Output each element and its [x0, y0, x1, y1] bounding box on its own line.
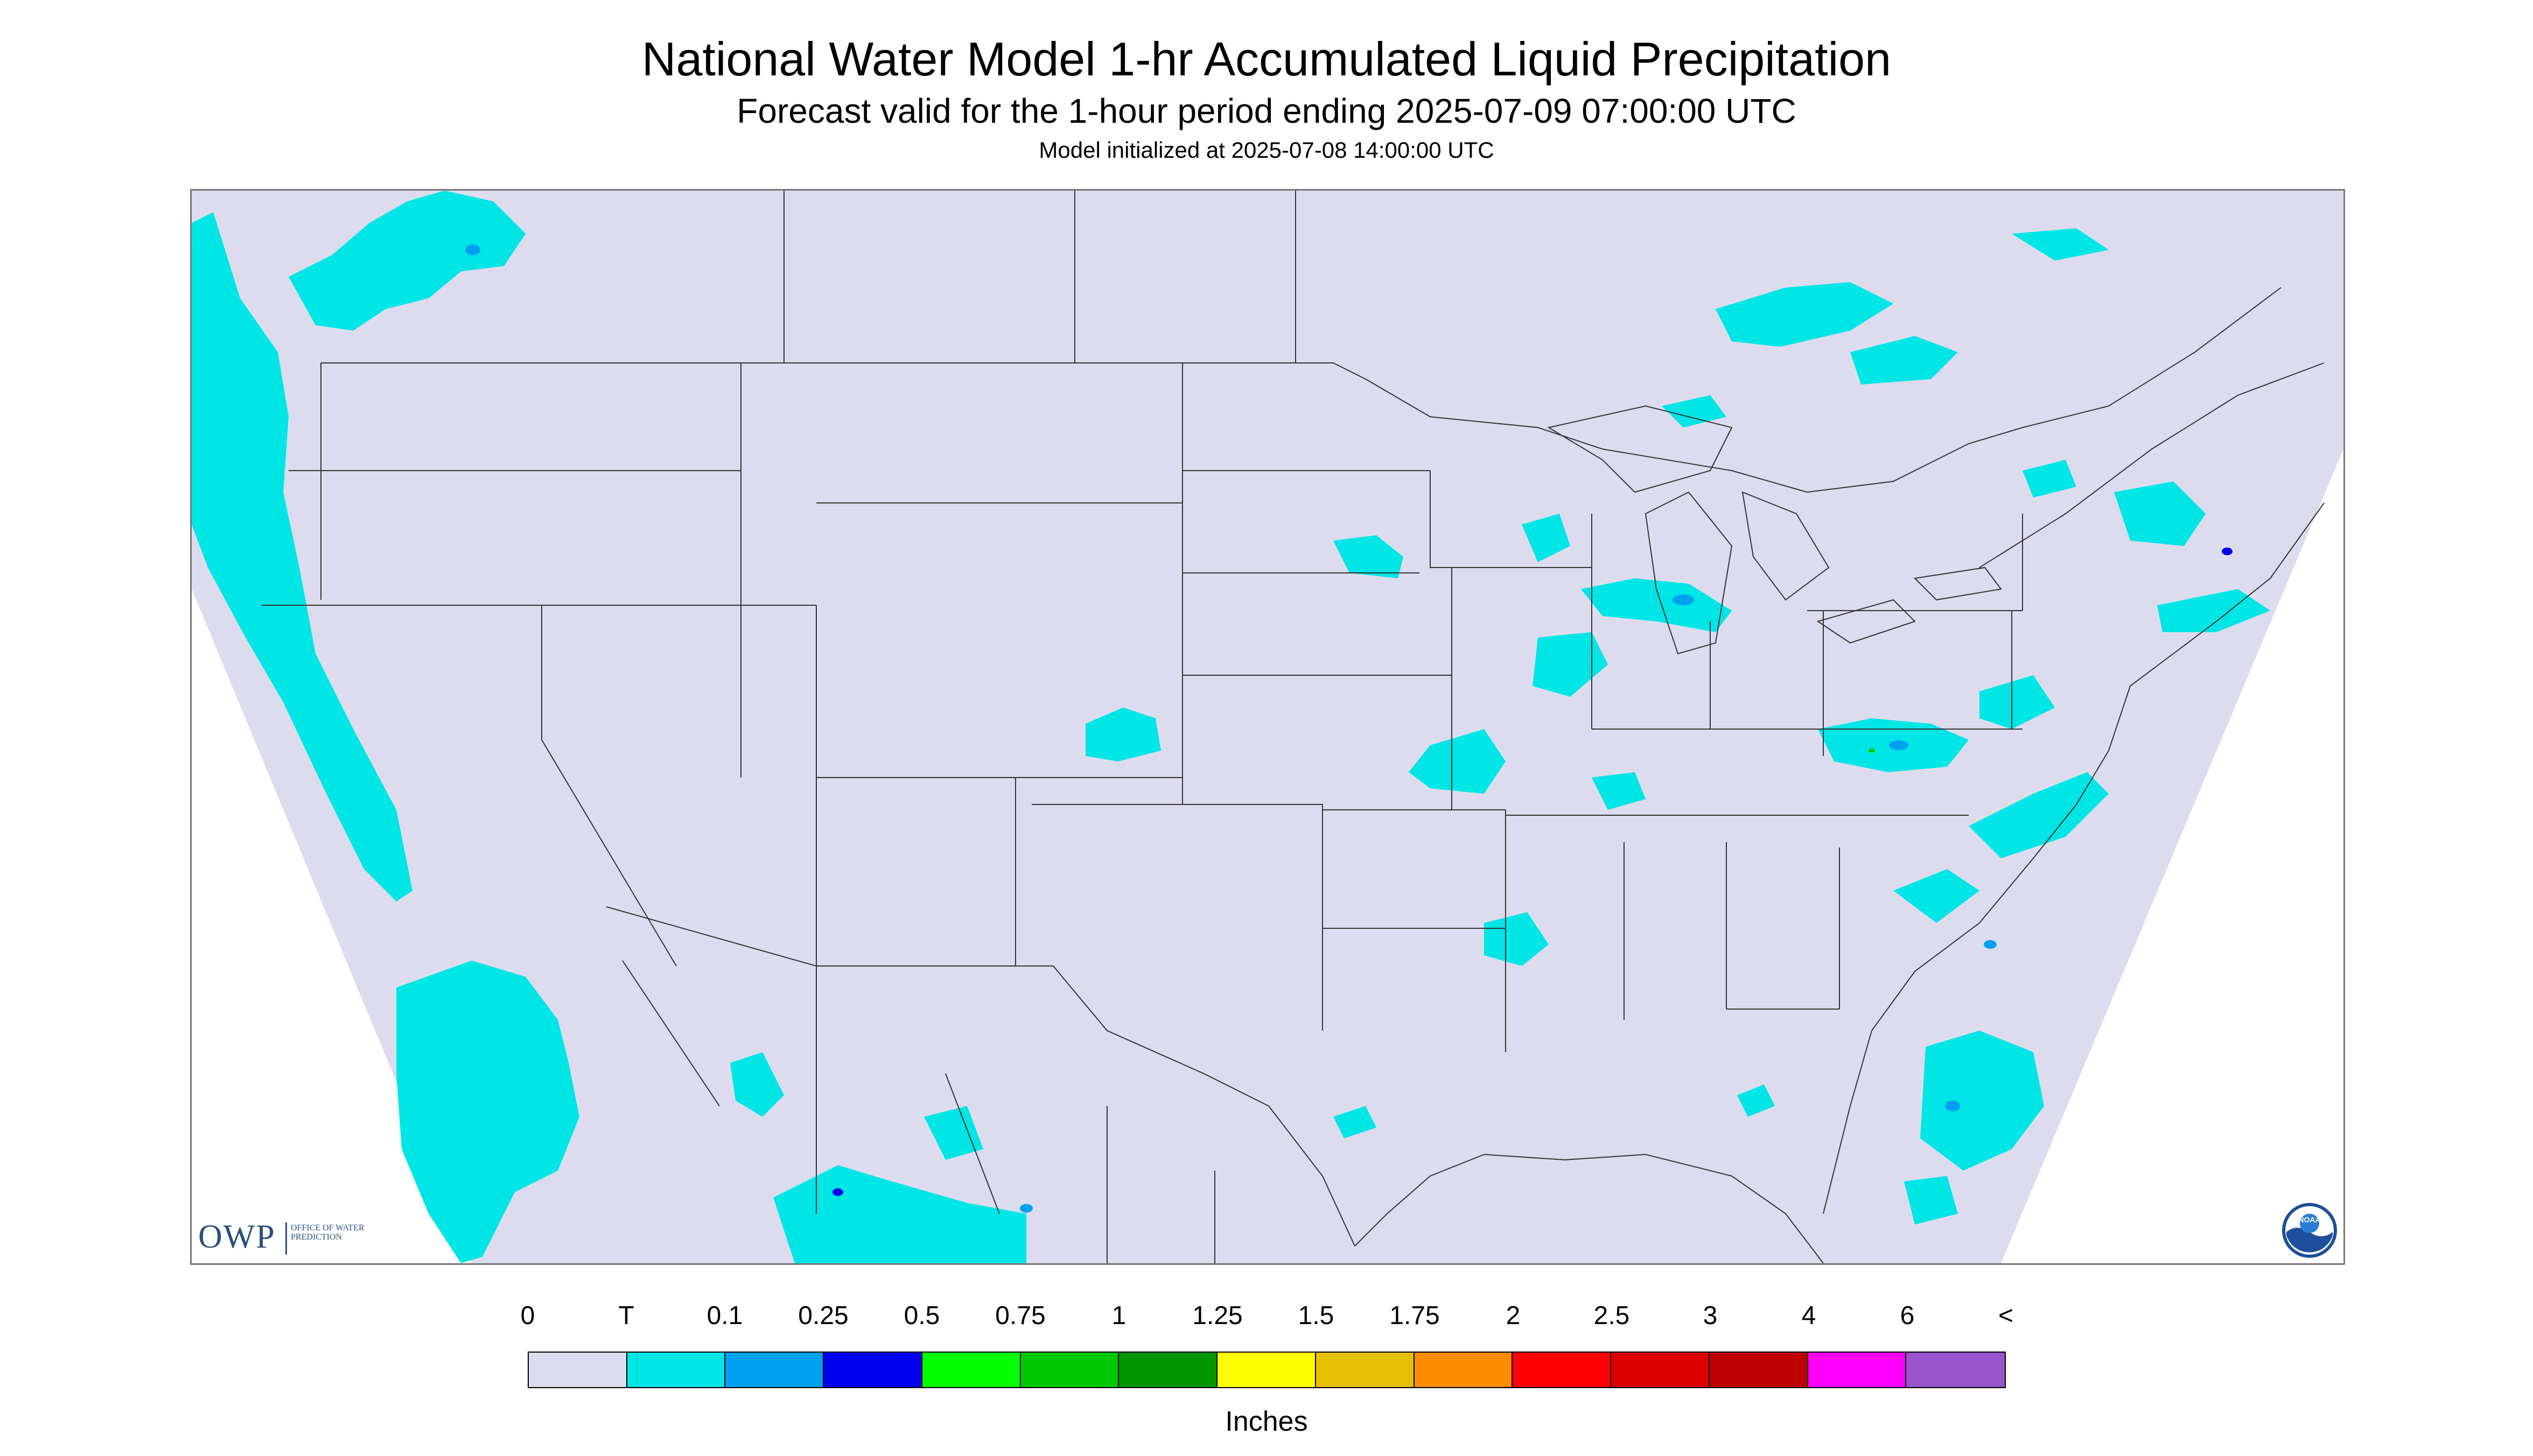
precip-cell	[832, 1188, 843, 1196]
precip-intense-areas	[1869, 748, 1875, 753]
precip-new-jersey	[1979, 675, 2055, 729]
legend-tick-label: 4	[1801, 1301, 1816, 1330]
atlantic-coast	[1823, 502, 2325, 1214]
legend-tick-label: 0.25	[798, 1301, 849, 1330]
precip-cell	[1984, 940, 1997, 949]
precip-cell	[1673, 594, 1694, 605]
us-mexico-border	[606, 906, 1355, 1247]
legend-tick-label: 0.75	[995, 1301, 1046, 1330]
legend-tick-label: 1.25	[1192, 1301, 1243, 1330]
precip-cell	[2222, 548, 2233, 555]
great-lakes	[1547, 405, 2002, 655]
color-legend: 0 T 0.1 0.25 0.5 0.75 1 1.25 1.5 1.75 2 2.5 3 4 6 <	[521, 1301, 2014, 1400]
model-init-time: Model initialized at 2025-07-08 14:00:00…	[1039, 137, 1494, 163]
precip-gulf	[1333, 1106, 1376, 1138]
legend-swatch	[627, 1353, 726, 1387]
precip-atlantic-4	[1904, 1176, 1958, 1224]
precip-illinois	[1533, 632, 1608, 697]
precip-cell	[1889, 740, 1908, 750]
precip-moderate-areas	[465, 244, 1997, 1213]
legend-swatch	[725, 1353, 824, 1387]
legend-tick-label: 0.5	[904, 1301, 940, 1330]
precip-ontario	[1716, 282, 1893, 347]
precip-mexico-east	[924, 1106, 983, 1160]
legend-swatch	[1709, 1353, 1808, 1387]
legend-swatch	[1513, 1353, 1612, 1387]
precip-quebec	[1850, 336, 1958, 384]
owp-logo-text: OFFICE OF WATER PREDICTION	[291, 1223, 365, 1242]
precip-ontario-east	[2023, 460, 2076, 498]
precip-trace-areas	[192, 191, 2270, 1263]
map-canvas	[192, 191, 2343, 1263]
legend-swatch	[1119, 1353, 1218, 1387]
precip-bc-coast	[289, 191, 526, 331]
legend-swatch	[824, 1353, 922, 1387]
owp-logo-letters: OWP	[198, 1219, 276, 1255]
legend-units: Inches	[1225, 1406, 1308, 1437]
legend-swatch	[529, 1353, 627, 1387]
political-boundaries	[262, 191, 2325, 1263]
precip-south-dakota	[1333, 535, 1403, 578]
legend-swatch	[1217, 1353, 1316, 1387]
precip-atlantic-3	[1920, 1031, 2044, 1171]
legend-tick-label: <	[1998, 1301, 2014, 1330]
precip-new-england	[2114, 481, 2206, 546]
legend-tick-label: 2	[1506, 1301, 1521, 1330]
legend-tick-label: 0.1	[706, 1301, 743, 1330]
noaa-logo-text: NOAA	[2298, 1215, 2320, 1224]
map-title: National Water Model 1-hr Accumulated Li…	[641, 32, 1892, 86]
precip-atlantic-1	[1969, 772, 2109, 858]
legend-tick-label: 6	[1900, 1301, 1915, 1330]
precip-tennessee	[1592, 772, 1646, 810]
owp-logo: OWP OFFICE OF WATER PREDICTION	[198, 1218, 370, 1261]
precip-missouri	[1409, 729, 1506, 794]
legend-tick-label: 1	[1111, 1301, 1126, 1330]
precip-atlantic-2	[1893, 869, 1979, 923]
legend-tick-label: 1.75	[1389, 1301, 1440, 1330]
legend-tick-label: 1.5	[1298, 1301, 1334, 1330]
precip-maine-offshore	[2157, 589, 2270, 632]
mexico-state-line	[622, 960, 1215, 1263]
gulf-coast	[1354, 1153, 1824, 1263]
precip-heavy-areas	[832, 548, 2233, 1196]
legend-swatch	[1808, 1353, 1907, 1387]
precip-cell	[1869, 748, 1875, 753]
legend-tick-label: T	[618, 1301, 634, 1330]
legend-swatch	[1906, 1353, 2005, 1387]
precipitation-map	[190, 189, 2345, 1265]
noaa-logo: NOAA	[2282, 1203, 2337, 1258]
precip-kansas	[1086, 708, 1161, 761]
precip-mexico-sierra	[730, 1052, 784, 1117]
map-subtitle: Forecast valid for the 1-hour period end…	[737, 92, 1796, 130]
precip-cell	[465, 244, 480, 255]
precip-wisconsin	[1522, 514, 1570, 562]
legend-swatch	[1020, 1353, 1119, 1387]
legend-tick-label: 0	[520, 1301, 535, 1330]
province-line	[783, 191, 1296, 363]
precip-michigan	[1581, 578, 1732, 632]
legend-swatch	[1611, 1353, 1710, 1387]
precip-cell	[1020, 1204, 1033, 1213]
legend-swatch	[1414, 1353, 1513, 1387]
precip-mississippi	[1484, 912, 1549, 966]
legend-tick-label: 3	[1703, 1301, 1718, 1330]
legend-swatch	[922, 1353, 1021, 1387]
legend-color-bar	[528, 1352, 2006, 1388]
precip-pacific-coast	[192, 212, 412, 901]
model-domain	[192, 191, 2343, 1263]
precip-cell	[1945, 1101, 1960, 1111]
state-line	[262, 363, 2023, 1095]
precip-lake-superior	[1662, 395, 1726, 428]
owp-logo-divider	[285, 1222, 287, 1255]
legend-tick-label: 2.5	[1593, 1301, 1630, 1330]
precip-labrador	[2012, 228, 2109, 261]
precip-florida	[1737, 1084, 1775, 1117]
st-lawrence	[1979, 362, 2325, 568]
us-canada-border	[321, 287, 2282, 493]
precip-baja-offshore	[396, 961, 579, 1263]
legend-swatch	[1316, 1353, 1415, 1387]
